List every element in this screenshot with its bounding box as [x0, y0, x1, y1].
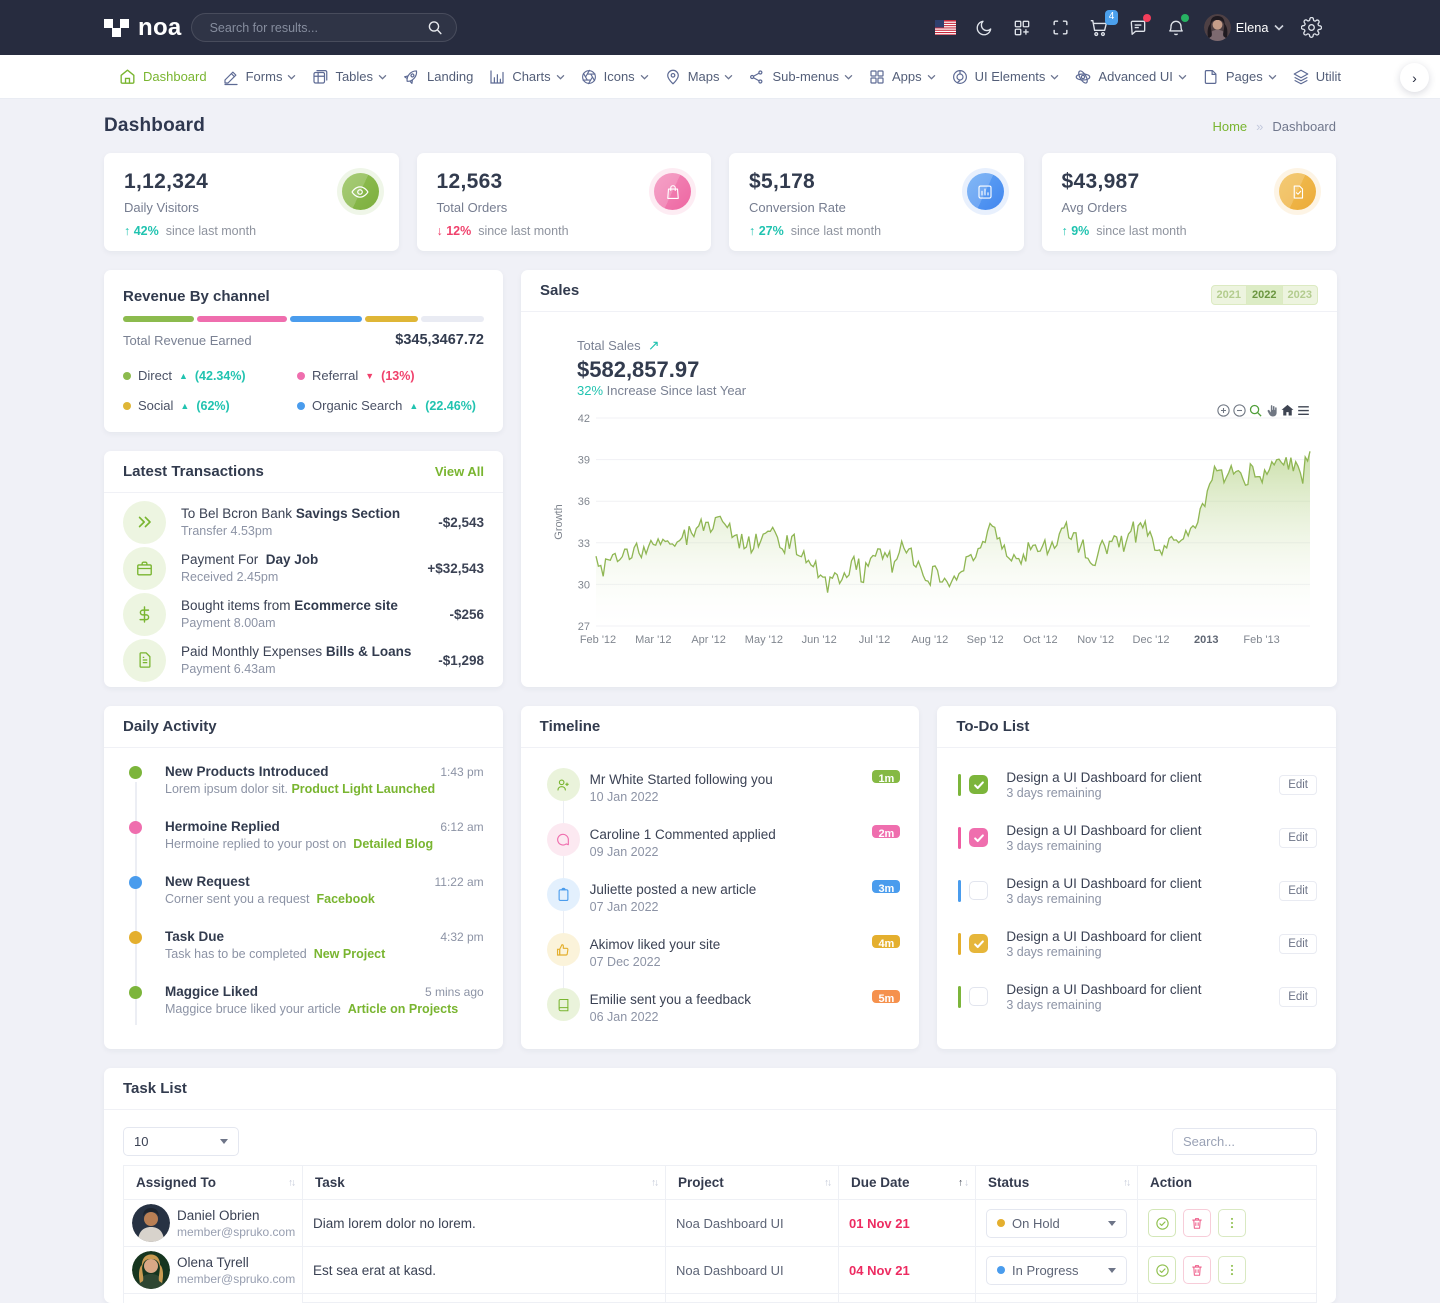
svg-text:30: 30: [578, 579, 590, 591]
svg-text:Sep '12: Sep '12: [967, 634, 1004, 646]
svg-text:2013: 2013: [1194, 634, 1218, 646]
svg-text:42: 42: [578, 413, 590, 425]
svg-text:33: 33: [578, 538, 590, 550]
svg-text:Dec '12: Dec '12: [1133, 634, 1170, 646]
svg-text:Jun '12: Jun '12: [802, 634, 837, 646]
svg-text:39: 39: [578, 455, 590, 467]
svg-text:Aug '12: Aug '12: [911, 634, 948, 646]
svg-text:May '12: May '12: [745, 634, 783, 646]
svg-text:Nov '12: Nov '12: [1077, 634, 1114, 646]
svg-text:27: 27: [578, 621, 590, 633]
svg-text:Growth: Growth: [553, 504, 565, 539]
svg-text:Oct '12: Oct '12: [1023, 634, 1058, 646]
svg-text:Mar '12: Mar '12: [635, 634, 671, 646]
svg-text:36: 36: [578, 496, 590, 508]
svg-text:Feb '12: Feb '12: [580, 634, 616, 646]
svg-text:Feb '13: Feb '13: [1243, 634, 1279, 646]
svg-text:Jul '12: Jul '12: [859, 634, 890, 646]
svg-text:Apr '12: Apr '12: [691, 634, 726, 646]
